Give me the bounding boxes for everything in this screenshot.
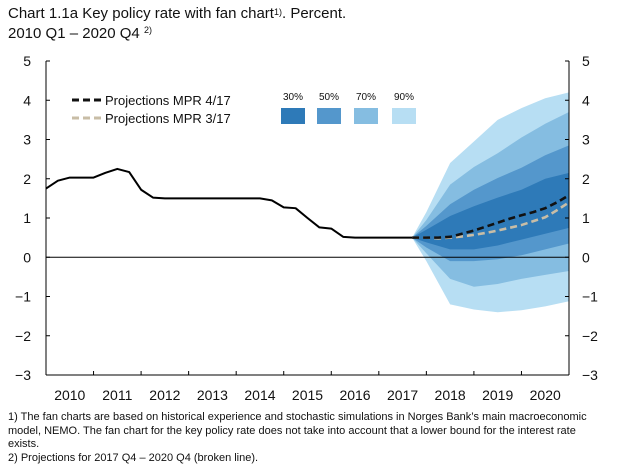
y-tick-label-left: 0 (23, 249, 31, 265)
footnotes: 1) The fan charts are based on historica… (8, 411, 608, 465)
x-tick-label: 2013 (197, 387, 228, 403)
x-tick-label: 2011 (102, 387, 132, 403)
subtitle-footnote-marker: 2) (143, 25, 152, 35)
legend-label-line-1: Projections MPR 4/17 (105, 93, 231, 108)
y-tick-label-left: 4 (23, 92, 31, 108)
footnote-1: 1) The fan charts are based on historica… (8, 411, 587, 450)
chart-subtitle: 2010 Q1 – 2020 Q4 2) (8, 24, 152, 44)
x-tick-label: 2015 (292, 387, 323, 403)
legend-fan-label: 90% (394, 92, 414, 103)
y-tick-label-left: 3 (23, 132, 31, 148)
chart-title-text: Chart 1.1a Key policy rate with fan char… (8, 5, 274, 22)
chart-subtitle-text: 2010 Q1 – 2020 Q4 (8, 25, 140, 42)
series-lines (45, 167, 570, 240)
y-tick-label-right: 1 (582, 210, 590, 226)
y-tick-label-right: 0 (582, 249, 590, 265)
footnote-2: 2) Projections for 2017 Q4 – 2020 Q4 (br… (8, 451, 259, 464)
x-tick-label: 2020 (530, 387, 561, 403)
legend-fan-swatch (392, 108, 416, 124)
projection-line-mpr-4-17 (412, 194, 570, 239)
y-tick-label-left: −2 (15, 328, 31, 344)
y-tick-label-right: 3 (582, 132, 590, 148)
x-tick-label: 2019 (482, 387, 513, 403)
legend-fan-label: 30% (283, 92, 303, 103)
y-tick-label-right: −1 (582, 289, 598, 305)
y-tick-label-right: −2 (582, 328, 598, 344)
y-tick-label-right: 2 (582, 171, 590, 187)
legend-fan-label: 50% (319, 92, 339, 103)
x-tick-label: 2012 (149, 387, 180, 403)
fan-chart: 5 5 4 4 3 3 2 2 1 1 0 0 −1 −1 −2 −2 −3 −3 2010 2011 2012 2013… (15, 53, 598, 403)
x-tick-label: 2010 (54, 387, 85, 403)
y-tick-label-right: 5 (582, 53, 590, 69)
legend-fan-label: 70% (356, 92, 376, 103)
y-tick-label-left: 1 (23, 210, 31, 226)
legend-label-line-2: Projections MPR 3/17 (105, 111, 231, 126)
fan-band-30-percent (412, 172, 569, 250)
title-footnote-marker: 1) (273, 7, 282, 17)
legend-fan-swatch (281, 108, 305, 124)
chart-title: Chart 1.1a Key policy rate with fan char… (8, 4, 346, 24)
x-tick-label: 2016 (339, 387, 370, 403)
y-tick-label-right: −3 (582, 367, 598, 383)
y-tick-label-left: 2 (23, 171, 31, 187)
y-tick-label-left: −3 (15, 367, 31, 383)
y-tick-label-left: 5 (23, 53, 31, 69)
y-tick-label-right: 4 (582, 92, 590, 108)
y-tick-label-left: −1 (15, 289, 31, 305)
x-tick-label: 2018 (435, 387, 466, 403)
x-tick-label: 2014 (244, 387, 275, 403)
x-tick-label: 2017 (387, 387, 418, 403)
axes: 5 5 4 4 3 3 2 2 1 1 0 0 −1 −1 −2 −2 −3 −3 2010 2011 2012 2013… (15, 53, 598, 403)
history-line (45, 167, 413, 239)
legend-fan-swatch (354, 108, 378, 124)
fan-bands (412, 92, 569, 313)
legend-fan-swatch (317, 108, 341, 124)
legend: Projections MPR 4/17 Projections MPR 3/17… (72, 92, 416, 126)
chart-title-suffix: . Percent. (281, 5, 347, 22)
